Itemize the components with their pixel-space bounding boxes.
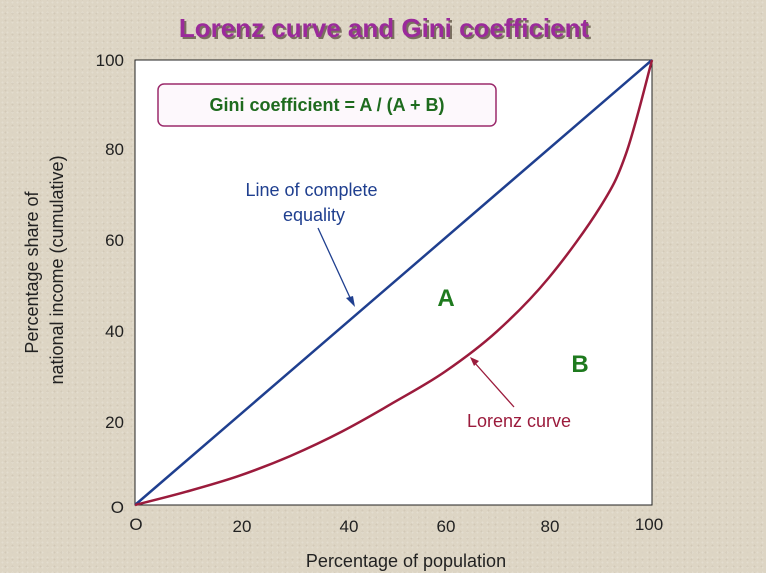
y-axis-label-line-2: national income (cumulative) <box>47 155 67 384</box>
lorenz-pointer-arrow <box>473 361 515 408</box>
lorenz-pointer-arrowhead <box>470 357 479 366</box>
x-tick-label: 60 <box>437 517 456 536</box>
y-tick-label: O <box>111 498 124 517</box>
region-a-label: A <box>437 285 454 312</box>
lorenz-curve-line <box>134 59 654 507</box>
y-tick-label: 60 <box>105 231 124 250</box>
y-tick-label: 20 <box>105 413 124 432</box>
y-tick-label: 100 <box>96 51 124 70</box>
formula-box <box>157 83 497 127</box>
equality-pointer-arrow <box>317 227 353 303</box>
equality-annotation-line-1: Line of complete <box>245 180 377 200</box>
chart-title-shadow: Lorenz curve and Gini coefficient <box>181 15 592 45</box>
chart-title: Lorenz curve and Gini coefficient <box>179 13 590 43</box>
y-tick-label: 40 <box>105 322 124 341</box>
equality-pointer-arrowhead <box>346 296 355 307</box>
equality-line <box>134 59 653 506</box>
equality-annotation-line-2: equality <box>283 205 345 225</box>
y-tick-label: 80 <box>105 140 124 159</box>
lorenz-annotation: Lorenz curve <box>467 411 571 431</box>
equality-annotation: Line of complete equality <box>245 180 382 225</box>
y-axis-label: Percentage share of national income (cum… <box>22 155 67 384</box>
x-tick-label: 40 <box>340 517 359 536</box>
x-tick-label: O <box>129 515 142 534</box>
x-axis-label: Percentage of population <box>306 551 506 571</box>
formula-text: Gini coefficient = A / (A + B) <box>209 95 444 115</box>
x-tick-label: 100 <box>635 515 663 534</box>
x-tick-label: 20 <box>233 517 252 536</box>
y-axis-label-line-1: Percentage share of <box>22 190 42 353</box>
region-b-label: B <box>571 351 588 378</box>
x-tick-label: 80 <box>541 517 560 536</box>
